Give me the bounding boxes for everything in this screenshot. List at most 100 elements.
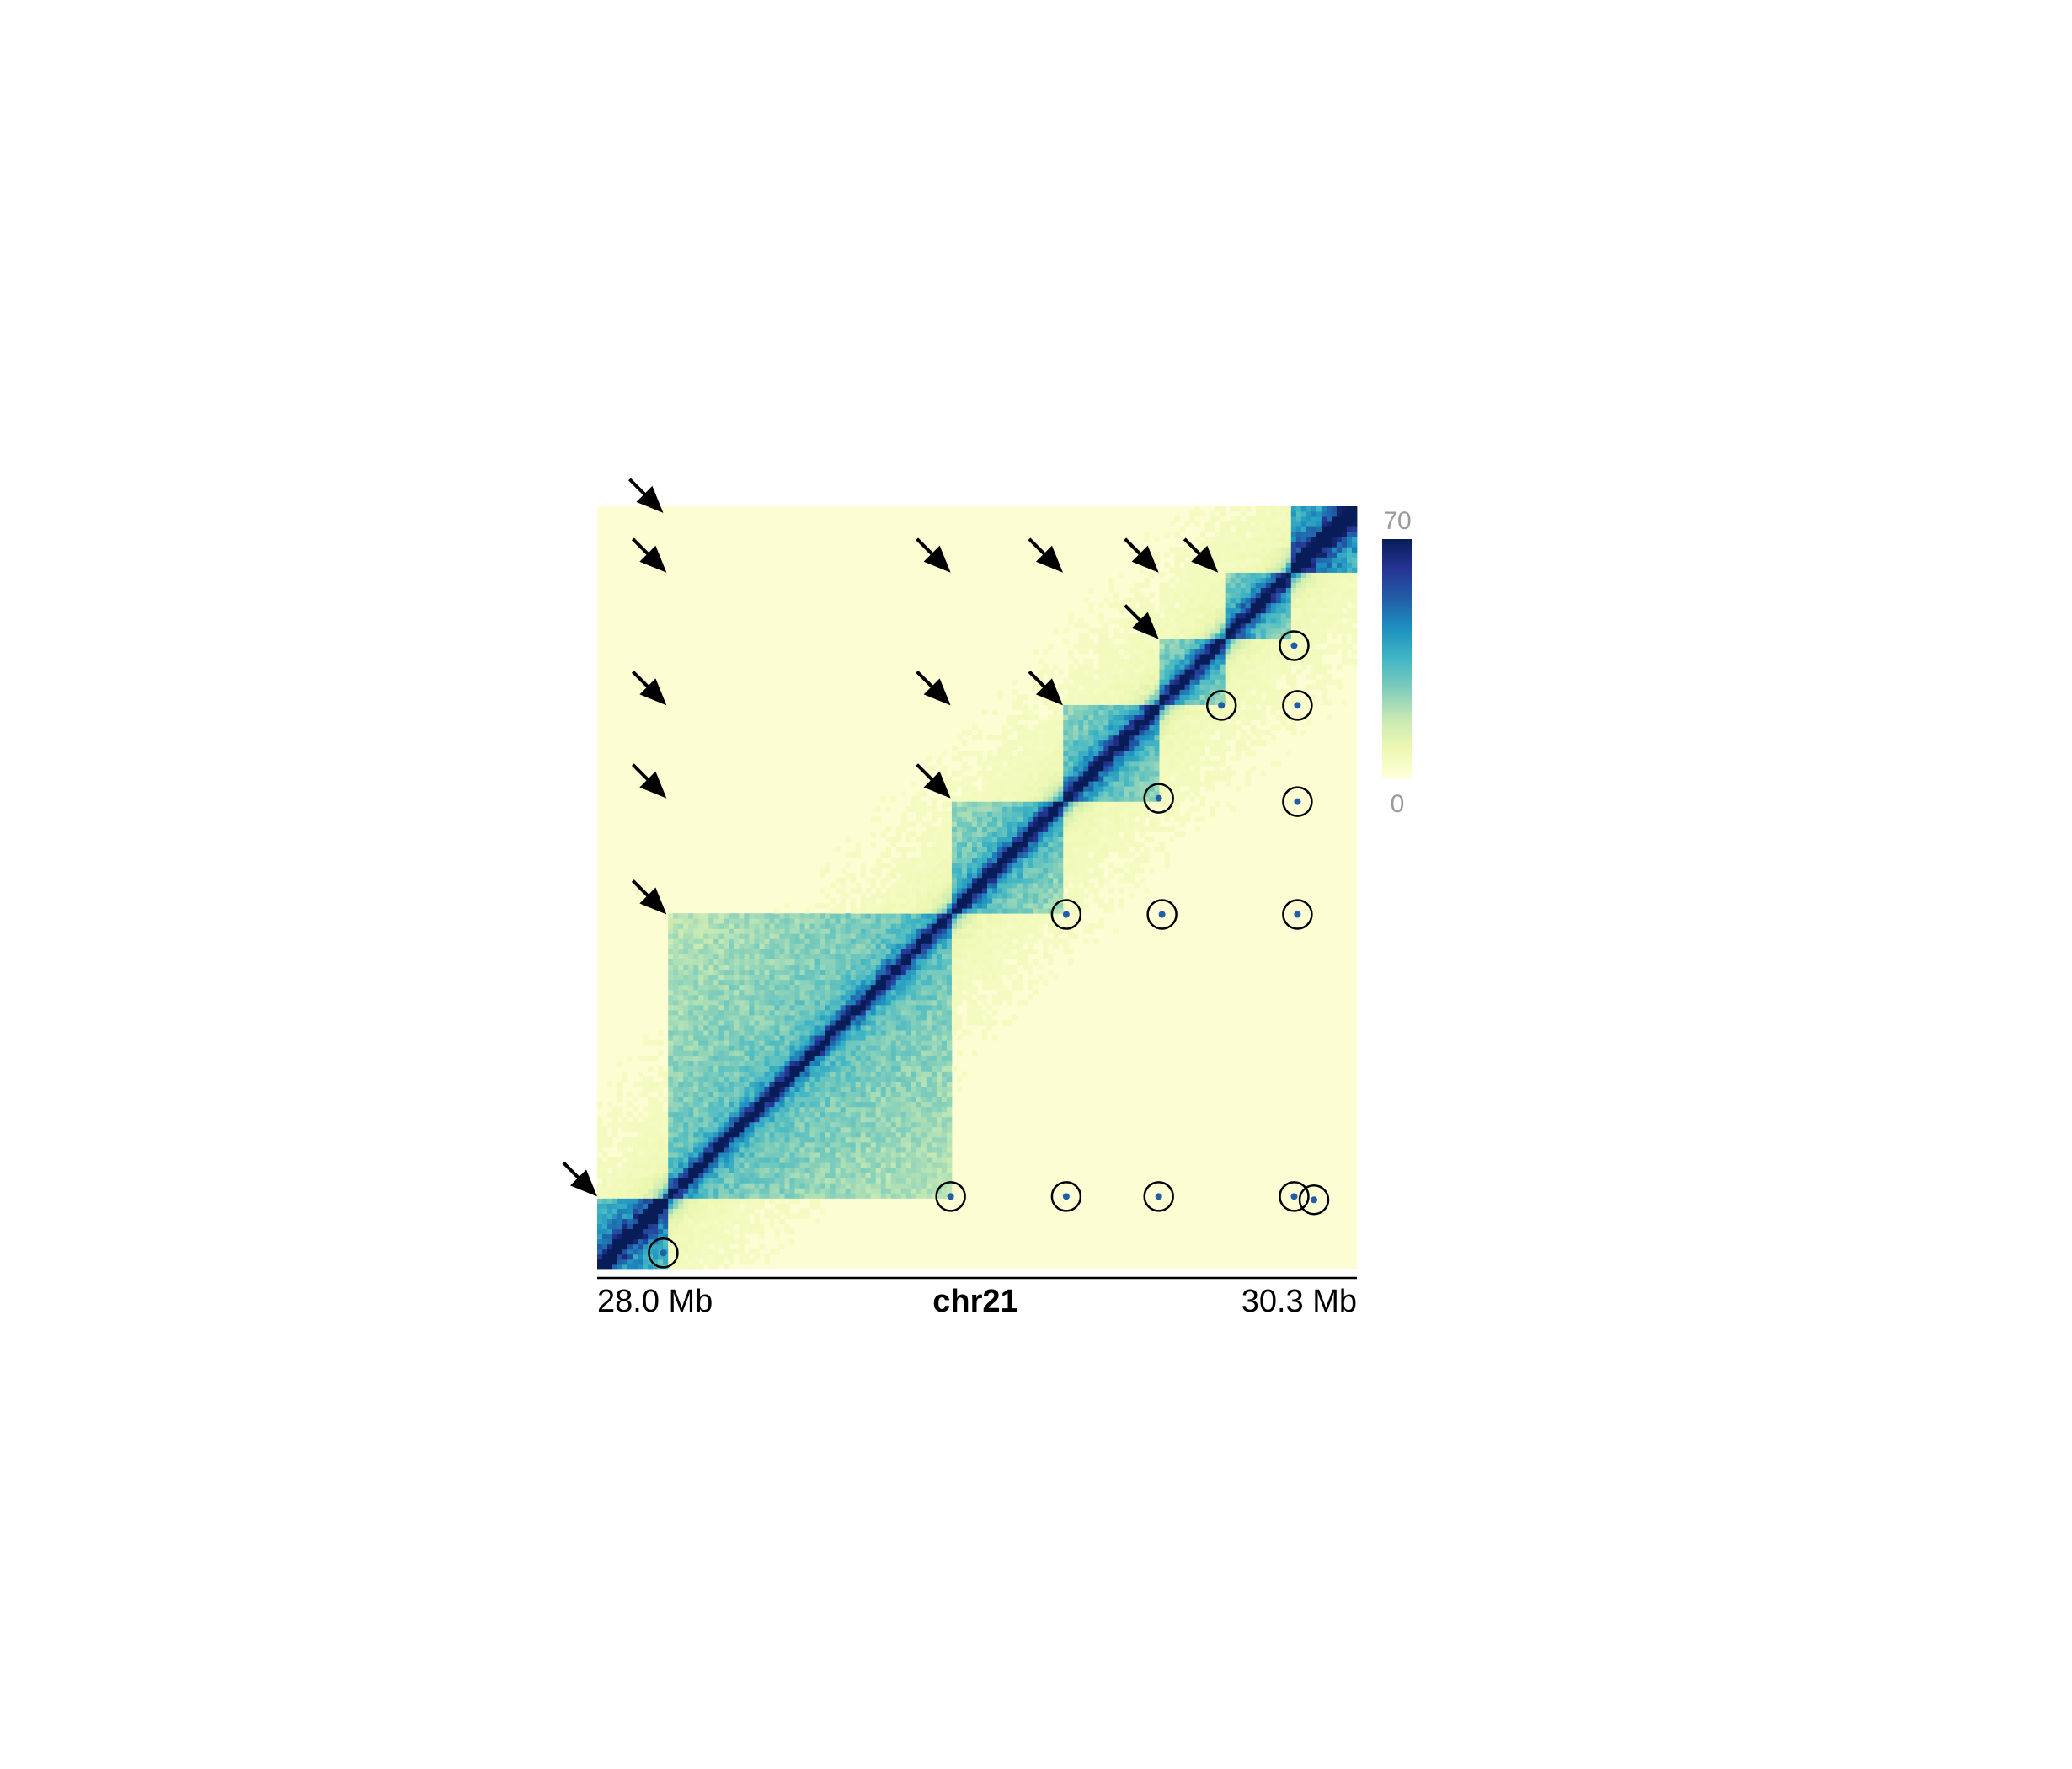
heatmap-cell	[890, 1061, 897, 1066]
heatmap-cell	[880, 1136, 887, 1143]
heatmap-cell	[961, 796, 968, 802]
heatmap-cell	[971, 989, 978, 996]
heatmap-cell	[698, 1183, 704, 1189]
heatmap-cell	[724, 1248, 729, 1255]
heatmap-cell	[926, 771, 932, 777]
heatmap-cell	[855, 954, 862, 959]
heatmap-cell	[799, 928, 805, 934]
heatmap-cell	[936, 1178, 943, 1184]
heatmap-cell	[713, 1030, 719, 1036]
heatmap-cell	[693, 999, 699, 1006]
heatmap-cell	[804, 1183, 810, 1189]
heatmap-cell	[830, 1009, 836, 1016]
heatmap-cell	[971, 852, 978, 858]
heatmap-cell	[1012, 786, 1018, 792]
heatmap-cell	[724, 1071, 729, 1077]
heatmap-cell	[678, 1259, 684, 1265]
heatmap-cell	[663, 1193, 669, 1199]
heatmap-cell	[769, 1009, 775, 1016]
heatmap-cell	[880, 1152, 887, 1158]
heatmap-cell	[789, 918, 795, 924]
heatmap-cell	[890, 1045, 897, 1051]
heatmap-cell	[794, 933, 800, 939]
heatmap-cell	[1007, 964, 1013, 970]
heatmap-cell	[987, 852, 993, 858]
heatmap-cell	[799, 913, 805, 919]
heatmap-cell	[713, 1203, 719, 1209]
heatmap-cell	[648, 1152, 654, 1158]
heatmap-cell	[1017, 801, 1023, 807]
heatmap-cell	[617, 1223, 623, 1230]
heatmap-cell	[622, 1248, 628, 1255]
heatmap-cell	[703, 974, 709, 981]
heatmap-cell	[875, 1096, 882, 1103]
heatmap-cell	[921, 1162, 927, 1168]
heatmap-cell	[956, 999, 963, 1006]
heatmap-cell	[875, 1020, 882, 1026]
heatmap-cell	[693, 1106, 699, 1113]
heatmap-cell	[799, 1025, 805, 1031]
heatmap-cell	[1023, 954, 1028, 959]
heatmap-cell	[941, 821, 948, 827]
heatmap-cell	[708, 1081, 714, 1087]
heatmap-cell	[668, 974, 674, 981]
heatmap-cell	[916, 836, 922, 843]
heatmap-cell	[931, 796, 937, 802]
heatmap-cell	[875, 862, 882, 868]
heatmap-cell	[658, 1223, 664, 1230]
heatmap-cell	[698, 1091, 704, 1098]
heatmap-cell	[744, 1238, 750, 1245]
heatmap-cell	[997, 979, 1003, 986]
heatmap-cell	[708, 954, 714, 959]
heatmap-cell	[865, 1015, 872, 1021]
heatmap-cell	[820, 974, 825, 981]
heatmap-cell	[905, 867, 912, 874]
heatmap-cell	[956, 949, 963, 954]
heatmap-cell	[890, 1147, 897, 1153]
heatmap-cell	[668, 1223, 674, 1230]
heatmap-cell	[966, 831, 973, 837]
heatmap-cell	[784, 1020, 790, 1026]
heatmap-cell	[794, 1061, 800, 1066]
heatmap-cell	[683, 1218, 689, 1225]
heatmap-cell	[870, 1188, 877, 1194]
heatmap-cell	[875, 918, 882, 924]
heatmap-cell	[982, 857, 988, 863]
heatmap-cell	[916, 882, 922, 889]
heatmap-cell	[860, 1035, 867, 1041]
heatmap-cell	[678, 1157, 684, 1163]
heatmap-cell	[779, 1121, 785, 1128]
heatmap-cell	[820, 867, 825, 874]
heatmap-cell	[774, 1228, 780, 1235]
heatmap-cell	[678, 1056, 684, 1061]
heatmap-cell	[855, 1061, 862, 1066]
heatmap-cell	[885, 984, 892, 991]
heatmap-cell	[890, 938, 897, 944]
heatmap-cell	[734, 1193, 740, 1199]
heatmap-cell	[643, 1248, 649, 1255]
heatmap-cell	[633, 1228, 638, 1235]
heatmap-cell	[982, 806, 988, 812]
heatmap-cell	[779, 1142, 785, 1148]
heatmap-cell	[900, 826, 907, 832]
heatmap-cell	[911, 933, 917, 939]
heatmap-cell	[809, 1009, 815, 1016]
heatmap-cell	[809, 1004, 815, 1011]
heatmap-cell	[926, 806, 932, 812]
heatmap-cell	[870, 913, 877, 919]
heatmap-cell	[890, 1056, 897, 1061]
heatmap-cell	[911, 903, 917, 909]
heatmap-cell	[820, 1086, 825, 1092]
heatmap-cell	[916, 989, 922, 996]
heatmap-cell	[784, 1208, 790, 1214]
heatmap-cell	[729, 1228, 734, 1235]
heatmap-cell	[643, 1056, 649, 1061]
heatmap-cell	[860, 1061, 867, 1066]
heatmap-cell	[880, 1157, 887, 1163]
heatmap-cell	[921, 898, 927, 904]
heatmap-cell	[622, 1233, 628, 1240]
heatmap-cell	[997, 689, 1003, 695]
heatmap-cell	[764, 1168, 770, 1173]
heatmap-cell	[789, 1193, 795, 1199]
heatmap-cell	[718, 1126, 724, 1133]
